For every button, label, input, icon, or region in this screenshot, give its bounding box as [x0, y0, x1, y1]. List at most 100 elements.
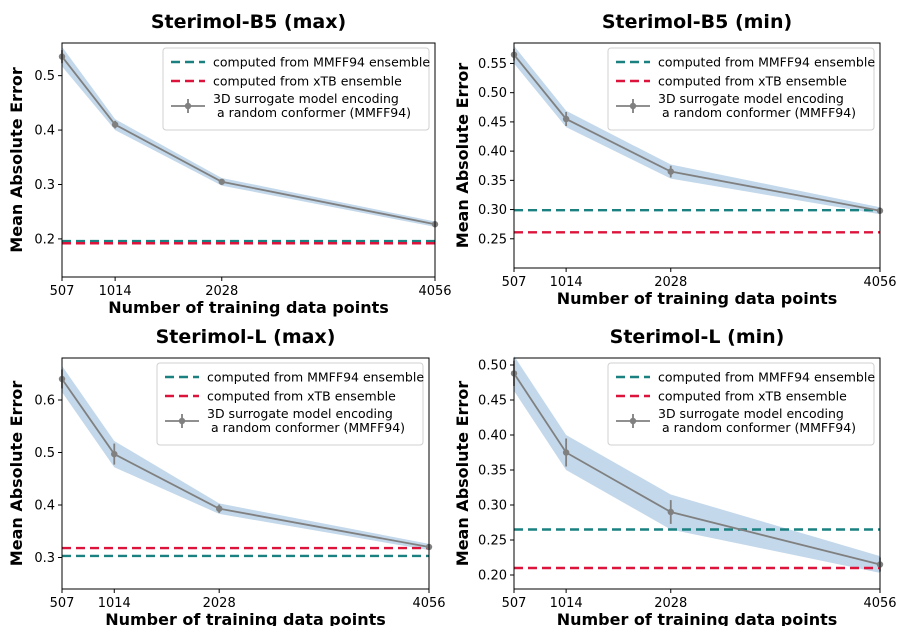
legend-surrogate-label: 3D surrogate model encoding a random con… — [207, 406, 405, 435]
legend-xtb-label: computed from xTB ensemble — [658, 74, 847, 89]
y-tick-label: 0.3 — [34, 551, 55, 566]
legend-surrogate-label: 3D surrogate model encoding a random con… — [658, 406, 856, 435]
y-tick-label: 0.2 — [34, 232, 55, 247]
legend-surrogate-label-line: a random conformer (MMFF94) — [207, 420, 405, 435]
legend-surrogate-label-line: 3D surrogate model encoding — [658, 91, 844, 106]
y-tick-label: 0.45 — [478, 115, 507, 130]
legend-surrogate-label-line: a random conformer (MMFF94) — [658, 105, 856, 120]
chart-title: Sterimol-B5 (min) — [602, 11, 792, 33]
legend-surrogate-label-line: a random conformer (MMFF94) — [658, 420, 856, 435]
y-tick-label: 0.25 — [478, 232, 507, 247]
y-tick-label: 0.20 — [478, 569, 507, 584]
plot-frame — [513, 357, 881, 590]
legend-surrogate-label: 3D surrogate model encoding a random con… — [213, 91, 411, 120]
x-tick-label: 1014 — [98, 596, 131, 611]
data-point — [562, 115, 570, 123]
legend-box — [607, 362, 875, 446]
y-tick-label: 0.25 — [478, 534, 507, 549]
legend-surrogate-marker — [629, 102, 637, 110]
y-tick-label: 0.6 — [34, 394, 55, 409]
y-tick-label: 0.5 — [34, 446, 55, 461]
legend-surrogate-label-line: 3D surrogate model encoding — [658, 406, 844, 421]
x-tick-label: 4056 — [863, 275, 896, 290]
y-tick-label: 0.30 — [478, 499, 507, 514]
x-axis-label: Number of training data points — [105, 610, 386, 626]
data-point — [562, 449, 570, 456]
x-tick-label: 507 — [502, 596, 527, 611]
y-tick-label: 0.4 — [34, 499, 55, 514]
legend: computed from MMFF94 ensemble computed fr… — [607, 362, 875, 446]
y-tick-label: 0.45 — [478, 394, 507, 409]
surrogate-line — [513, 372, 881, 566]
y-axis-label: Mean Absolute Error — [7, 381, 26, 567]
legend-box — [607, 47, 875, 131]
y-tick-label: 0.40 — [478, 429, 507, 444]
chart-title: Sterimol-L (max) — [156, 326, 336, 348]
data-point — [667, 508, 674, 516]
x-tick-label: 2028 — [654, 596, 687, 611]
y-tick-label: 0.50 — [478, 86, 507, 101]
surrogate-line — [61, 378, 430, 548]
legend-surrogate-marker — [184, 102, 192, 110]
data-point — [215, 505, 223, 512]
y-tick-label: 0.3 — [34, 178, 55, 193]
x-axis-label: Number of training data points — [557, 289, 838, 308]
y-tick-label: 0.35 — [478, 464, 507, 479]
legend-xtb-label: computed from xTB ensemble — [213, 74, 402, 89]
chart-panel-3: Sterimol-L (max) 507 1014 2028 4056 0.3 0.4 0.5… — [7, 326, 446, 626]
y-tick-label: 0.50 — [478, 359, 507, 374]
x-tick-label: 1014 — [550, 596, 583, 611]
chart-title: Sterimol-B5 (max) — [151, 11, 346, 33]
legend-surrogate-marker — [629, 417, 637, 425]
legend-surrogate-label-line: 3D surrogate model encoding — [213, 91, 399, 106]
plot-frame — [61, 42, 436, 278]
x-tick-label: 2028 — [205, 284, 238, 299]
plot-frame — [61, 357, 430, 590]
data-point — [667, 168, 674, 175]
legend-xtb-label: computed from xTB ensemble — [207, 389, 396, 404]
x-tick-label: 507 — [50, 284, 75, 299]
y-axis-label: Mean Absolute Error — [453, 381, 472, 567]
plot-frame — [513, 42, 881, 269]
legend-mmff94-label: computed from MMFF94 ensemble — [213, 55, 430, 70]
y-tick-label: 0.40 — [478, 145, 507, 160]
data-point — [218, 178, 225, 185]
surrogate-line — [61, 56, 436, 226]
x-tick-label: 1014 — [99, 284, 132, 299]
x-tick-label: 4056 — [412, 596, 445, 611]
y-tick-label: 0.30 — [478, 203, 507, 218]
chart-panel-4: Sterimol-L (min) 507 1014 2028 4056 0.20 0.25 0… — [453, 326, 897, 626]
legend-surrogate-label-line: 3D surrogate model encoding — [207, 406, 393, 421]
legend-surrogate-label: 3D surrogate model encoding a random con… — [658, 91, 856, 120]
y-axis-label: Mean Absolute Error — [7, 67, 26, 253]
legend-mmff94-label: computed from MMFF94 ensemble — [658, 55, 875, 70]
surrogate-line — [513, 54, 881, 212]
chart-panel-2: Sterimol-B5 (min) 507 1014 2028 4056 0.25 0.30… — [453, 11, 897, 308]
legend-box — [162, 47, 430, 131]
legend-surrogate-label-line: a random conformer (MMFF94) — [213, 105, 411, 120]
x-tick-label: 2028 — [203, 596, 236, 611]
x-tick-label: 507 — [502, 275, 527, 290]
legend: computed from MMFF94 ensemble computed fr… — [162, 47, 430, 131]
legend-mmff94-label: computed from MMFF94 ensemble — [207, 370, 424, 385]
y-tick-label: 0.5 — [34, 69, 55, 84]
y-axis-label: Mean Absolute Error — [453, 63, 472, 249]
data-point — [111, 121, 119, 128]
legend-xtb-label: computed from xTB ensemble — [658, 389, 847, 404]
legend-mmff94-label: computed from MMFF94 ensemble — [658, 370, 875, 385]
legend: computed from MMFF94 ensemble computed fr… — [607, 47, 875, 131]
x-axis-label: Number of training data points — [108, 298, 389, 317]
x-tick-label: 2028 — [654, 275, 687, 290]
data-point — [111, 450, 118, 458]
x-tick-label: 4056 — [418, 284, 451, 299]
y-tick-label: 0.4 — [34, 124, 55, 139]
legend: computed from MMFF94 ensemble computed fr… — [156, 362, 424, 446]
y-tick-label: 0.35 — [478, 174, 507, 189]
x-tick-label: 1014 — [550, 275, 583, 290]
x-tick-label: 4056 — [863, 596, 896, 611]
chart-title: Sterimol-L (min) — [610, 326, 785, 348]
y-tick-label: 0.55 — [478, 57, 507, 72]
legend-box — [156, 362, 424, 446]
legend-surrogate-marker — [178, 417, 186, 425]
